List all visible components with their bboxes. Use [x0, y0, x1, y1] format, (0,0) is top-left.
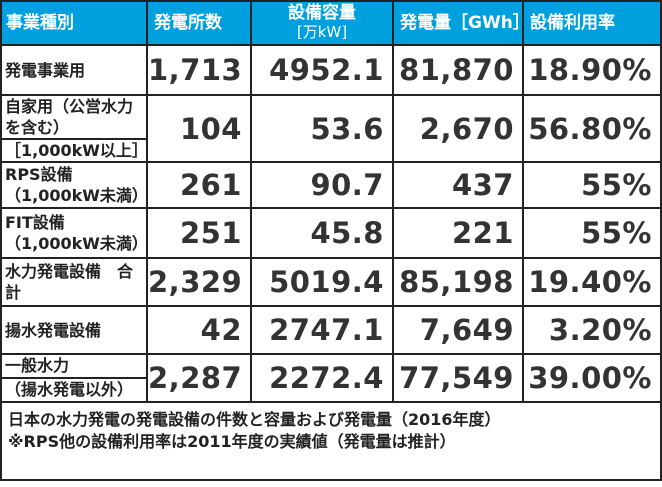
row-label-main: 自家用（公営水力を含む）	[5, 97, 134, 137]
note-line: ※RPS他の設備利用率は2011年度の実績値（発電量は推計）	[8, 432, 456, 451]
cell-utilization-rate: 18.90%	[522, 44, 662, 96]
header-plant-count: 発電所数	[146, 0, 252, 46]
cell-utilization-rate: 55%	[522, 207, 662, 259]
cell-capacity: 90.7	[250, 161, 394, 209]
cell-plant-count: 251	[146, 207, 252, 259]
table-row: 自家用（公営水力を含む） ［1,000kW以上］ 104 53.6 2,670 …	[0, 94, 662, 163]
cell-utilization-rate: 19.40%	[522, 257, 662, 307]
header-capacity-unit: [万kW]	[296, 23, 348, 41]
header-capacity: 設備容量 [万kW]	[250, 0, 394, 46]
table-row: 揚水発電設備 42 2747.1 7,649 3.20%	[0, 305, 662, 355]
cell-generation: 437	[392, 161, 524, 209]
cell-utilization-rate: 3.20%	[522, 305, 662, 355]
cell-plant-count: 2,287	[146, 353, 252, 403]
row-label: 発電事業用	[0, 44, 148, 96]
header-row: 事業種別 発電所数 設備容量 [万kW] 発電量［GWh］ 設備利用率	[0, 0, 662, 46]
cell-generation: 85,198	[392, 257, 524, 307]
table-row: 発電事業用 1,713 4952.1 81,870 18.90%	[0, 44, 662, 96]
cell-utilization-rate: 55%	[522, 161, 662, 209]
cell-capacity: 5019.4	[250, 257, 394, 307]
table-note: 日本の水力発電の発電設備の件数と容量および発電量（2016年度） ※RPS他の設…	[0, 401, 662, 481]
cell-capacity: 45.8	[250, 207, 394, 259]
row-label: 自家用（公営水力を含む） ［1,000kW以上］	[0, 94, 148, 163]
header-utilization-rate: 設備利用率	[522, 0, 662, 46]
row-label: 水力発電設備 合計	[0, 257, 148, 307]
header-generation: 発電量［GWh］	[392, 0, 524, 46]
cell-generation: 81,870	[392, 44, 524, 96]
cell-capacity: 4952.1	[250, 44, 394, 96]
cell-plant-count: 104	[146, 94, 252, 163]
cell-utilization-rate: 56.80%	[522, 94, 662, 163]
row-label: 一般水力 （揚水発電以外）	[0, 353, 148, 403]
cell-generation: 7,649	[392, 305, 524, 355]
table-row: RPS設備（1,000kW未満） 261 90.7 437 55%	[0, 161, 662, 209]
row-label-sub: （揚水発電以外）	[3, 377, 145, 400]
table-row: 一般水力 （揚水発電以外） 2,287 2272.4 77,549 39.00%	[0, 353, 662, 403]
row-label: FIT設備（1,000kW未満）	[0, 207, 148, 259]
header-capacity-label: 設備容量	[288, 3, 356, 23]
cell-capacity: 2747.1	[250, 305, 394, 355]
cell-plant-count: 261	[146, 161, 252, 209]
cell-plant-count: 42	[146, 305, 252, 355]
table-row: FIT設備（1,000kW未満） 251 45.8 221 55%	[0, 207, 662, 259]
table-row: 水力発電設備 合計 2,329 5019.4 85,198 19.40%	[0, 257, 662, 307]
cell-generation: 221	[392, 207, 524, 259]
cell-capacity: 53.6	[250, 94, 394, 163]
cell-capacity: 2272.4	[250, 353, 394, 403]
note-line: 日本の水力発電の発電設備の件数と容量および発電量（2016年度）	[8, 410, 501, 429]
header-business-type: 事業種別	[0, 0, 148, 46]
cell-plant-count: 1,713	[146, 44, 252, 96]
row-label: 揚水発電設備	[0, 305, 148, 355]
cell-plant-count: 2,329	[146, 257, 252, 307]
row-label: RPS設備（1,000kW未満）	[0, 161, 148, 209]
row-label-main: 一般水力	[5, 356, 70, 375]
cell-generation: 77,549	[392, 353, 524, 403]
note-row: 日本の水力発電の発電設備の件数と容量および発電量（2016年度） ※RPS他の設…	[0, 401, 662, 481]
cell-utilization-rate: 39.00%	[522, 353, 662, 403]
cell-generation: 2,670	[392, 94, 524, 163]
row-label-sub: ［1,000kW以上］	[3, 138, 145, 160]
